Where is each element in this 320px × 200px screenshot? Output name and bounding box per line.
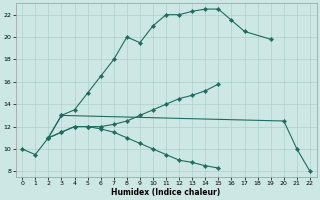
X-axis label: Humidex (Indice chaleur): Humidex (Indice chaleur) [111,188,221,197]
